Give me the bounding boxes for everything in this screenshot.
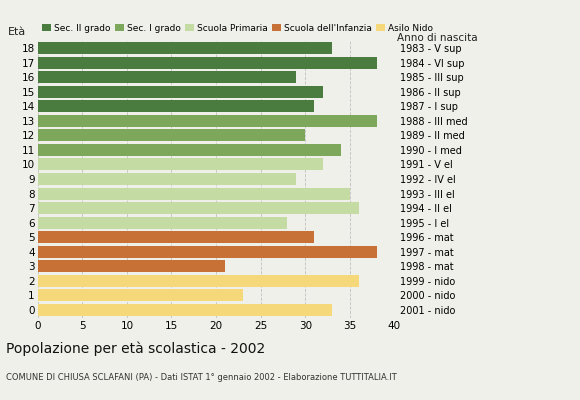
Text: Età: Età [8, 27, 26, 37]
Bar [38, 56, 376, 68]
Bar [38, 202, 358, 214]
Bar [38, 246, 376, 258]
Text: Popolazione per età scolastica - 2002: Popolazione per età scolastica - 2002 [6, 342, 265, 356]
Bar [38, 144, 341, 156]
Bar [38, 188, 350, 200]
Bar [38, 231, 314, 243]
Bar [38, 115, 376, 127]
Bar [38, 304, 332, 316]
Bar [38, 260, 225, 272]
Bar [38, 100, 314, 112]
Bar [38, 71, 296, 83]
Legend: Sec. II grado, Sec. I grado, Scuola Primaria, Scuola dell'Infanzia, Asilo Nido: Sec. II grado, Sec. I grado, Scuola Prim… [42, 24, 433, 33]
Bar [38, 217, 288, 229]
Text: COMUNE DI CHIUSA SCLAFANI (PA) - Dati ISTAT 1° gennaio 2002 - Elaborazione TUTTI: COMUNE DI CHIUSA SCLAFANI (PA) - Dati IS… [6, 373, 397, 382]
Bar [38, 173, 296, 185]
Text: Anno di nascita: Anno di nascita [397, 33, 478, 43]
Bar [38, 129, 305, 141]
Bar [38, 275, 358, 287]
Bar [38, 42, 332, 54]
Bar [38, 158, 323, 170]
Bar [38, 86, 323, 98]
Bar [38, 290, 243, 302]
